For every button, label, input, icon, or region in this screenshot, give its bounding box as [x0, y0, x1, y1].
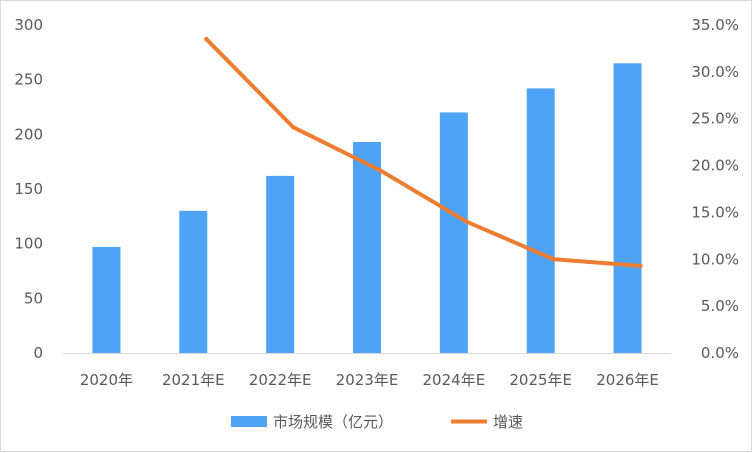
- legend: 市场规模（亿元） 增速: [231, 413, 523, 431]
- x-axis-tick-label: 2025年E: [509, 371, 572, 389]
- bar-2: [266, 175, 295, 353]
- bar-1: [179, 210, 208, 353]
- left-axis-tick-label: 50: [24, 289, 43, 307]
- growth-point-0: [204, 37, 209, 42]
- x-axis-tick-label: 2020年: [80, 371, 133, 389]
- bar-4: [439, 112, 468, 353]
- x-axis-tick-label: 2023年E: [336, 371, 399, 389]
- right-axis-tick-label: 0.0%: [701, 344, 739, 362]
- growth-point-2: [378, 168, 382, 173]
- bar-5: [526, 88, 555, 353]
- legend-label-bar: 市场规模（亿元）: [273, 413, 393, 431]
- right-axis-tick-label: 25.0%: [691, 110, 739, 128]
- legend-swatch-bar: [231, 416, 267, 427]
- left-axis-tick-label: 100: [14, 235, 43, 253]
- x-axis-tick-label: 2021年E: [162, 371, 225, 389]
- bar-series: [92, 63, 642, 354]
- left-axis-tick-label: 250: [14, 71, 43, 89]
- growth-point-3: [464, 219, 469, 224]
- right-axis-tick-label: 20.0%: [691, 157, 739, 175]
- right-axis-tick-label: 30.0%: [691, 63, 739, 81]
- left-axis-ticks: 0 50 100 150 200 250 300: [14, 16, 43, 362]
- left-axis-tick-label: 150: [14, 180, 43, 198]
- growth-point-1: [291, 125, 296, 130]
- right-axis-tick-label: 35.0%: [691, 16, 739, 34]
- left-axis-tick-label: 0: [33, 344, 43, 362]
- right-axis-tick-label: 10.0%: [691, 250, 739, 268]
- x-axis-ticks: 2020年 2021年E 2022年E 2023年E 2024年E 2025年E 2026年…: [80, 371, 659, 389]
- bar-0: [92, 246, 121, 353]
- x-axis-tick-label: 2022年E: [249, 371, 312, 389]
- legend-label-line: 增速: [493, 413, 523, 431]
- left-axis-tick-label: 200: [14, 125, 43, 143]
- line-series: [204, 37, 643, 268]
- bar-6: [613, 63, 642, 354]
- growth-point-4: [551, 257, 556, 262]
- right-axis-ticks: 0.0% 5.0% 10.0% 15.0% 20.0% 25.0% 30.0% 35.0%: [691, 16, 739, 362]
- growth-line: [204, 37, 643, 268]
- x-axis-tick-label: 2024年E: [423, 371, 486, 389]
- left-axis-tick-label: 300: [14, 16, 43, 34]
- growth-point-5: [638, 263, 643, 268]
- x-axis-tick-label: 2026年E: [596, 371, 659, 389]
- right-axis-tick-label: 5.0%: [701, 297, 739, 315]
- right-axis-tick-label: 15.0%: [691, 203, 739, 221]
- bar-3: [353, 141, 381, 353]
